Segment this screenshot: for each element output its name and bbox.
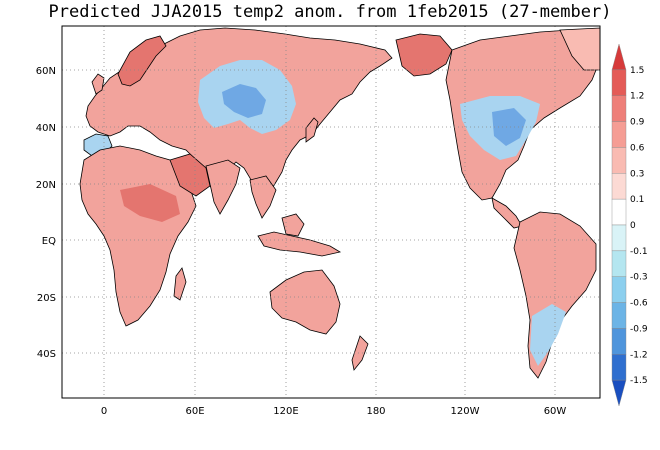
colorbar-swatch xyxy=(611,224,627,252)
africa-land xyxy=(79,145,197,327)
grid-lines xyxy=(62,26,600,398)
latitude-labels: 60N 40N 20N EQ 20S 40S xyxy=(36,66,56,360)
central-america-land xyxy=(491,197,523,229)
lon-label-60e: 60E xyxy=(185,406,204,417)
lon-label-120w: 120W xyxy=(451,406,480,417)
lat-label-60n: 60N xyxy=(36,66,56,77)
colorbar-swatch xyxy=(611,147,627,174)
india-land xyxy=(205,159,241,215)
lon-label-0: 0 xyxy=(101,406,107,417)
new-zealand-land xyxy=(351,335,369,371)
lat-label-40s: 40S xyxy=(37,349,56,360)
arabia-land xyxy=(169,153,211,197)
us-strong-cool xyxy=(492,108,526,146)
lon-label-180: 180 xyxy=(366,406,385,417)
colorbar-swatch xyxy=(611,95,627,122)
madagascar-land xyxy=(173,267,187,301)
central-asia-strong-cool xyxy=(222,84,266,118)
colorbar-label: 0.3 xyxy=(630,169,644,179)
colorbar-label: -1.5 xyxy=(630,376,648,386)
scandinavia-land xyxy=(117,35,167,87)
colorbar-swatch xyxy=(611,354,627,381)
colorbar-label: -0.9 xyxy=(630,324,648,334)
land-areas xyxy=(79,27,600,379)
greenland-land xyxy=(559,27,600,71)
colorbar: 1.5 1.2 0.9 0.6 0.3 0.1 0 -0.1 -0.3 -0.6 -0.9 -1.2 -… xyxy=(611,43,648,407)
colorbar-label: -0.3 xyxy=(630,273,648,283)
lat-label-eq: EQ xyxy=(42,236,56,247)
japan-land xyxy=(305,117,319,143)
colorbar-swatch xyxy=(611,250,627,277)
colorbar-swatch xyxy=(611,328,627,355)
colorbar-label: 0.9 xyxy=(630,118,645,128)
colorbar-label: 1.5 xyxy=(630,66,644,76)
colorbar-swatch xyxy=(611,43,627,71)
colorbar-swatch xyxy=(611,69,627,96)
colorbar-label: 0.1 xyxy=(630,195,644,205)
longitude-labels: 0 60E 120E 180 120W 60W xyxy=(101,406,567,417)
colorbar-swatch xyxy=(611,302,627,329)
lat-label-20n: 20N xyxy=(36,180,56,191)
borneo-land xyxy=(281,213,305,237)
australia-land xyxy=(269,269,341,335)
colorbar-swatch xyxy=(611,276,627,303)
lon-label-60w: 60W xyxy=(544,406,567,417)
colorbar-label: 1.2 xyxy=(630,92,644,102)
lon-label-120e: 120E xyxy=(273,406,298,417)
lat-label-40n: 40N xyxy=(36,123,56,134)
alaska-land xyxy=(395,33,453,77)
sahel-strong-warm xyxy=(120,184,180,222)
colorbar-label: 0 xyxy=(630,221,636,231)
colorbar-swatch xyxy=(611,379,627,407)
colorbar-swatch xyxy=(611,198,627,226)
colorbar-label: 0.6 xyxy=(630,143,645,153)
colorbar-label: -0.1 xyxy=(630,247,648,257)
colorbar-label: -1.2 xyxy=(630,350,648,360)
lat-label-20s: 20S xyxy=(37,293,56,304)
colorbar-swatch xyxy=(611,173,627,200)
se-asia-land xyxy=(249,175,277,219)
colorbar-swatch xyxy=(611,121,627,148)
uk-land xyxy=(91,73,105,95)
south-america-cool xyxy=(530,304,566,366)
colorbar-label: -0.6 xyxy=(630,299,648,309)
map-border xyxy=(61,25,601,399)
map-title: Predicted JJA2015 temp2 anom. from 1feb2… xyxy=(48,2,612,22)
